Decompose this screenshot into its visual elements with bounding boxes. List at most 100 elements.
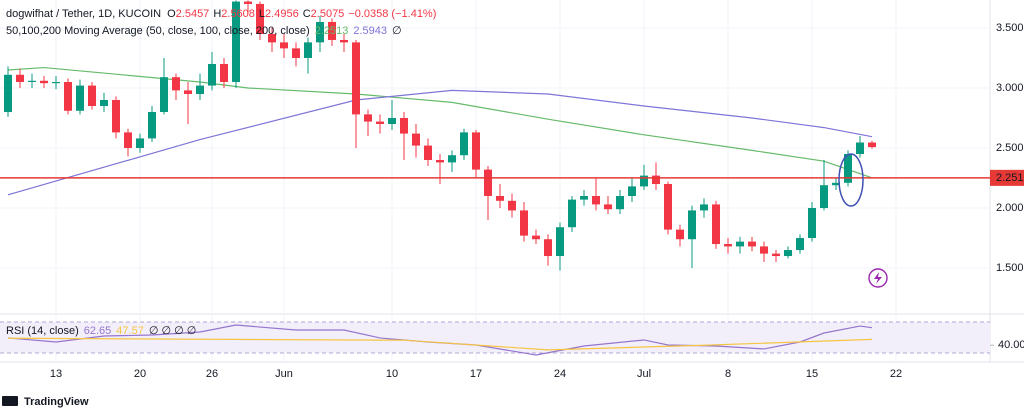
rsi-empty: ∅ ∅ ∅ ∅ [149, 325, 197, 337]
x-tick-label: 10 [386, 368, 398, 380]
candle-body [244, 1, 253, 4]
candle-body [640, 175, 649, 187]
header-line: 50,100,200 Moving Average (50, close, 10… [6, 25, 402, 37]
candle-body [196, 85, 205, 94]
candle-body [856, 142, 865, 155]
x-tick-label: Jul [637, 368, 651, 380]
candle-body [664, 184, 673, 230]
candle-body [748, 241, 757, 247]
rsi-line [8, 337, 873, 351]
candle-body [556, 227, 565, 257]
event-icon[interactable] [868, 268, 888, 288]
candle-body [520, 210, 529, 236]
candle-body [100, 99, 109, 106]
candle-body [40, 80, 49, 84]
x-tick-label: 17 [470, 368, 482, 380]
x-tick-label: 13 [50, 368, 62, 380]
symbol-title: dogwifhat / Tether, 1D, KUCOIN [6, 8, 161, 20]
ohlc-value: 2.4956 [265, 8, 299, 20]
candle-body [136, 138, 145, 149]
x-tick-label: 22 [890, 368, 902, 380]
candle-body [724, 244, 733, 247]
x-tick-label: 24 [554, 368, 566, 380]
candle-body [52, 81, 61, 84]
ohlc-value: 2.5608 [221, 8, 255, 20]
candle-body [268, 33, 277, 43]
y-tick-label: 1.5000 [996, 262, 1024, 274]
candle-body [736, 241, 745, 247]
candle-body [256, 3, 265, 34]
ma-title: 50,100,200 Moving Average (50, close, 10… [6, 25, 310, 37]
candle-body [172, 77, 181, 91]
rsi-tick-label: 40.00 [998, 339, 1024, 351]
ohlc-value: 2.5457 [176, 8, 210, 20]
candle-body [820, 185, 829, 209]
candle-body [496, 196, 505, 201]
x-tick-label: 20 [134, 368, 146, 380]
hline-price-box [990, 169, 1024, 186]
candle-body [592, 196, 601, 205]
candle-body [424, 145, 433, 161]
candle-body [208, 63, 217, 86]
ma-value: 2.2513 [315, 25, 349, 37]
highlight-ellipse [838, 153, 864, 207]
header: dogwifhat / Tether, 1D, KUCOIN O2.5457 H2.… [6, 8, 436, 337]
moving-average-line [7, 66, 873, 179]
hline-price-label: 2.251 [996, 172, 1024, 184]
candle-body [220, 63, 229, 82]
candle-body [76, 85, 85, 111]
candle-body [352, 42, 361, 115]
ma-value: 2.5943 [353, 25, 387, 37]
candle-body [676, 229, 685, 240]
x-tick-label: 8 [725, 368, 731, 380]
candle-body [112, 99, 121, 133]
candle-body [808, 208, 817, 239]
candle-body [652, 175, 661, 185]
candle-body [868, 142, 877, 148]
y-tick-label: 3.5000 [996, 22, 1024, 34]
candle-body [292, 48, 301, 58]
rsi-value: 47.57 [116, 325, 144, 337]
candle-body [160, 77, 169, 112]
ma-empty: ∅ [392, 25, 402, 37]
candle-body [712, 204, 721, 245]
candle-body [340, 39, 349, 43]
change: −0.0358 (−1.41%) [348, 8, 436, 20]
candle-body [484, 169, 493, 197]
candle-body [388, 117, 397, 124]
candle-body [328, 21, 337, 40]
y-tick-label: 2.5000 [996, 142, 1024, 154]
candle-body [508, 200, 517, 211]
candle-body [628, 186, 637, 197]
candle-body [28, 80, 37, 82]
candle-body [532, 235, 541, 240]
candle-body [688, 210, 697, 240]
candle-body [376, 121, 385, 124]
ohlc-prefix: C [303, 8, 311, 20]
candle-body [412, 133, 421, 146]
candle-body [280, 42, 289, 49]
x-tick-label: 15 [806, 368, 818, 380]
candle-body [580, 196, 589, 200]
candle-body [784, 250, 793, 257]
y-tick-label: 2.0000 [996, 202, 1024, 214]
candle-body [64, 81, 73, 111]
candle-body [184, 90, 193, 94]
candle-body [148, 111, 157, 139]
candle-body [604, 204, 613, 210]
rsi-title: RSI (14, close) [6, 325, 79, 337]
candle-body [124, 132, 133, 149]
candle-body [16, 74, 25, 82]
candle-body [568, 199, 577, 228]
brand-name: TradingView [24, 396, 89, 408]
candle-body [700, 204, 709, 211]
x-tick-label: Jun [275, 368, 293, 380]
y-tick-label: 3.0000 [996, 82, 1024, 94]
rsi-value: 62.65 [84, 325, 112, 337]
marks: 3.5000 3.0000 2.5000 2.0000 1.5000 13 20 26 Jun 1… [0, 0, 1024, 380]
moving-average-line [7, 89, 873, 196]
candle-body [844, 154, 853, 183]
candle-body [316, 21, 325, 43]
candle-body [364, 114, 373, 122]
